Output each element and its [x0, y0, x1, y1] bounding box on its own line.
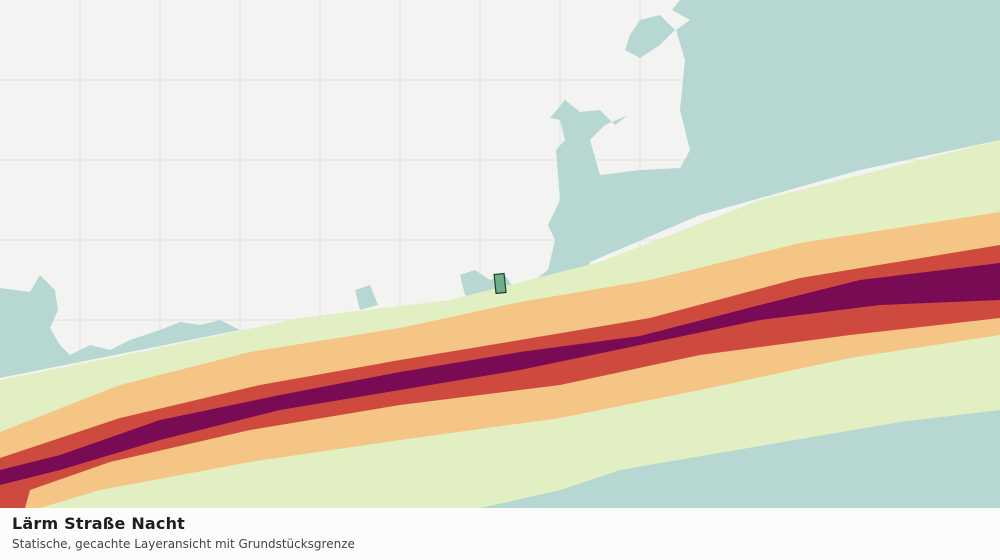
water [0, 0, 1000, 508]
caption-title: Lärm Straße Nacht [12, 514, 186, 533]
noise-band-very-high [0, 263, 1000, 485]
caption-subtitle: Statische, gecachte Layeransicht mit Gru… [12, 537, 355, 551]
caption: Lärm Straße Nacht Statische, gecachte La… [0, 508, 1000, 560]
map-canvas [0, 0, 1000, 508]
parcel-boundary [493, 272, 507, 295]
